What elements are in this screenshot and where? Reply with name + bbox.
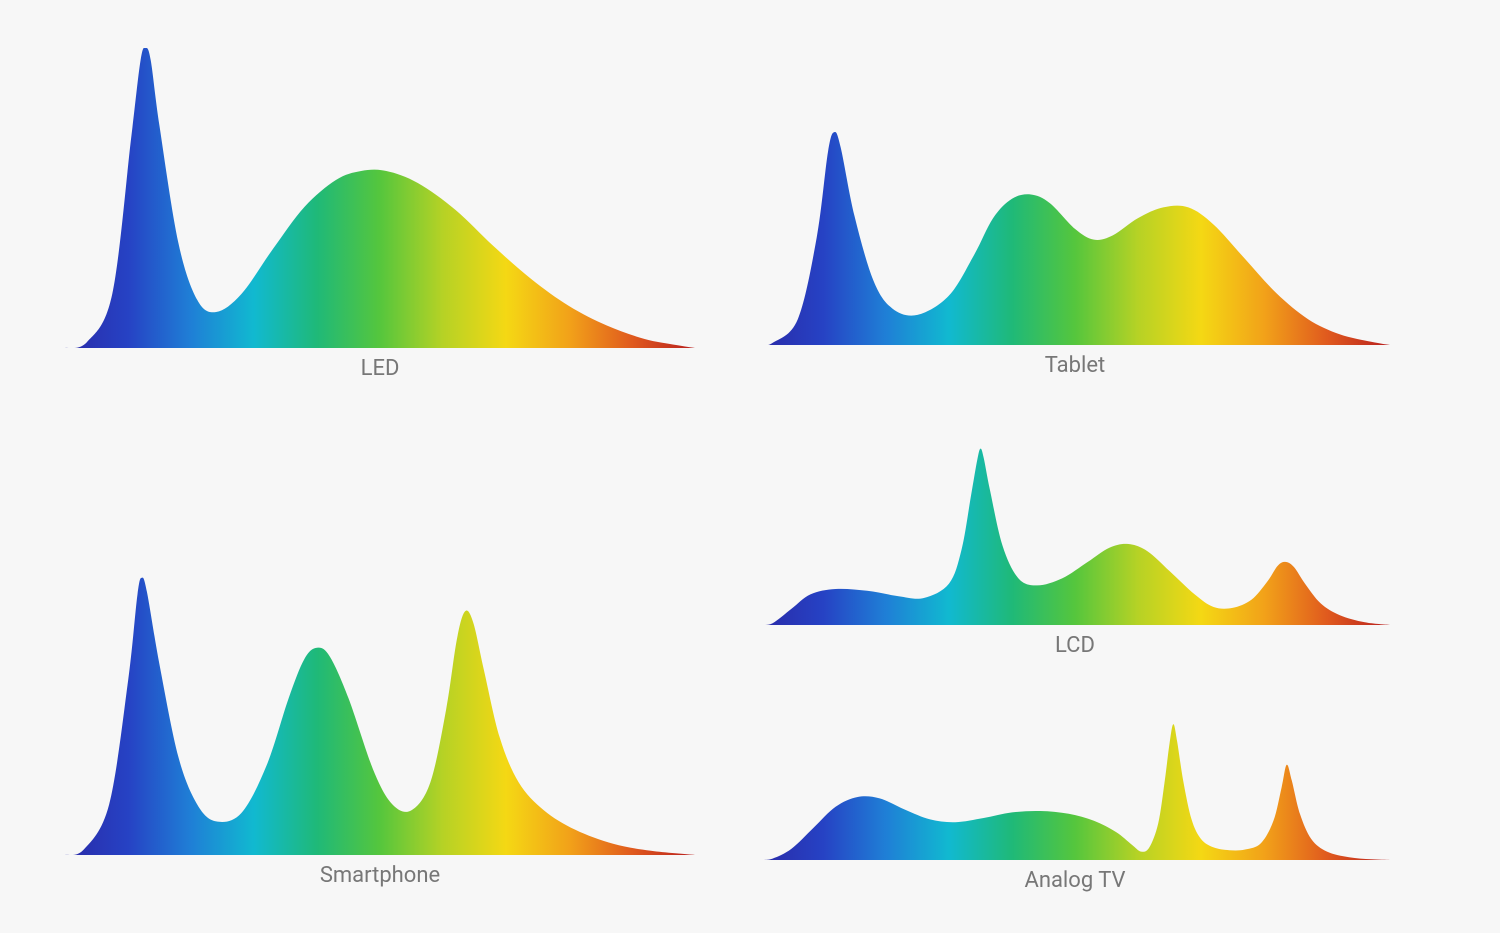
spectrum-area-smartphone xyxy=(65,575,695,855)
chart-label-led: LED xyxy=(65,356,695,381)
spectrum-charts-canvas: LED Tablet LCD Smartphone Analog TV xyxy=(0,0,1500,933)
chart-panel-led: LED xyxy=(65,48,695,381)
chart-panel-smartphone: Smartphone xyxy=(65,575,695,888)
spectrum-area-tablet xyxy=(760,130,1390,345)
spectrum-area-lcd xyxy=(760,445,1390,625)
chart-label-lcd: LCD xyxy=(760,633,1390,658)
spectrum-area-led xyxy=(65,48,695,348)
chart-panel-lcd: LCD xyxy=(760,445,1390,658)
chart-label-analogtv: Analog TV xyxy=(760,868,1390,893)
chart-panel-tablet: Tablet xyxy=(760,130,1390,378)
chart-label-tablet: Tablet xyxy=(760,353,1390,378)
spectrum-area-analogtv xyxy=(760,720,1390,860)
chart-panel-analogtv: Analog TV xyxy=(760,720,1390,893)
chart-label-smartphone: Smartphone xyxy=(65,863,695,888)
